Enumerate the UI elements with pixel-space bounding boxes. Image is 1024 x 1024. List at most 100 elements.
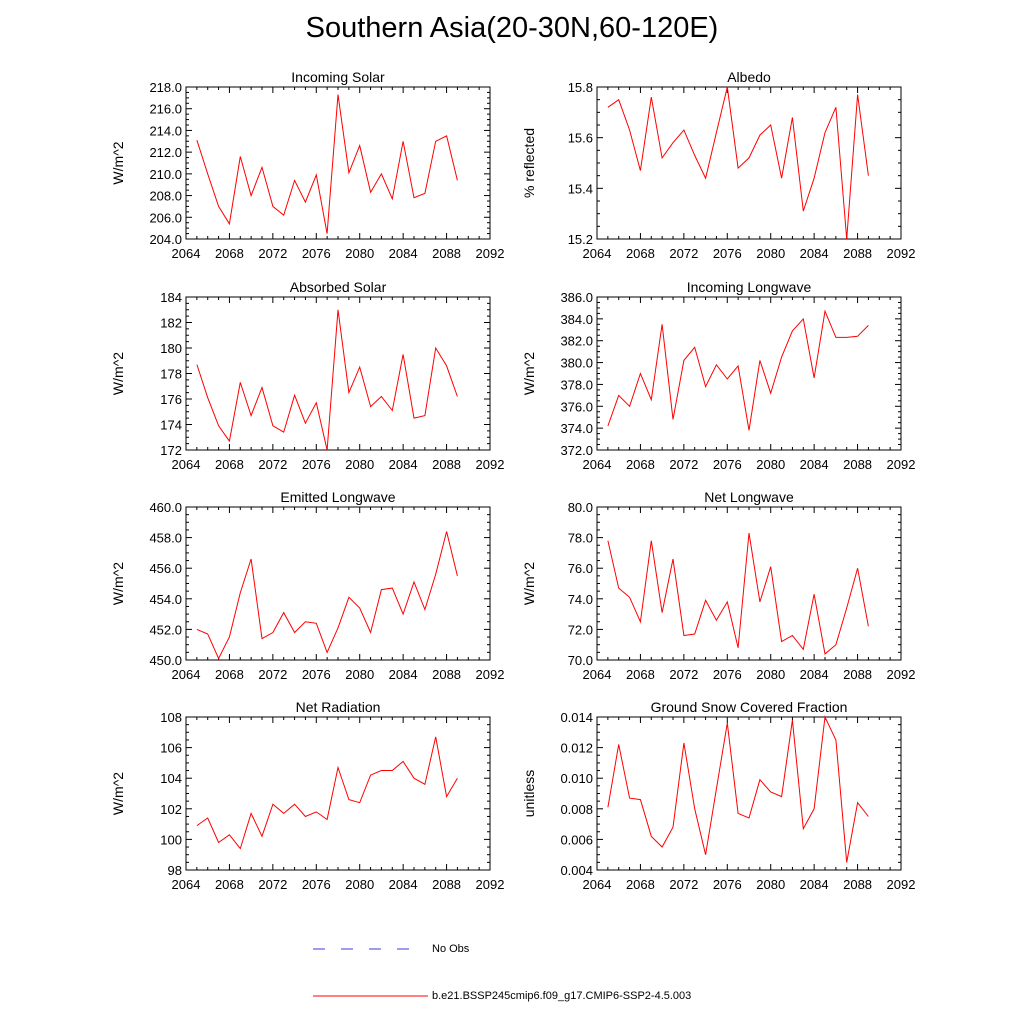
x-tick-label: 2088 (432, 246, 461, 261)
y-tick-label: 214.0 (149, 123, 182, 138)
x-tick-label: 2092 (476, 667, 505, 682)
x-tick-label: 2072 (258, 667, 287, 682)
y-tick-label: 106 (160, 741, 182, 756)
y-tick-label: 454.0 (149, 592, 182, 607)
x-tick-label: 2080 (345, 877, 374, 892)
y-axis-label: W/m^2 (110, 772, 126, 815)
y-tick-label: 0.008 (560, 802, 593, 817)
y-tick-label: 212.0 (149, 145, 182, 160)
x-tick-label: 2064 (583, 877, 612, 892)
series-line-0 (196, 94, 458, 234)
x-tick-label: 2088 (843, 667, 872, 682)
x-tick-label: 2076 (713, 246, 742, 261)
y-tick-label: 102 (160, 802, 182, 817)
y-tick-label: 104 (160, 771, 182, 786)
series-line-0 (196, 309, 458, 451)
x-tick-label: 2084 (800, 246, 829, 261)
y-tick-label: 74.0 (568, 592, 593, 607)
y-tick-label: 176 (160, 392, 182, 407)
x-tick-label: 2084 (389, 877, 418, 892)
x-tick-label: 2072 (669, 457, 698, 472)
y-tick-label: 378.0 (560, 377, 593, 392)
x-tick-label: 2088 (843, 246, 872, 261)
y-tick-label: 460.0 (149, 500, 182, 515)
x-tick-label: 2092 (476, 877, 505, 892)
x-tick-label: 2080 (756, 877, 785, 892)
x-tick-label: 2072 (669, 667, 698, 682)
x-tick-label: 2080 (345, 667, 374, 682)
y-tick-label: 458.0 (149, 531, 182, 546)
x-tick-label: 2072 (258, 457, 287, 472)
y-tick-label: 80.0 (568, 500, 593, 515)
y-tick-label: 182 (160, 316, 182, 331)
x-tick-label: 2076 (302, 246, 331, 261)
y-tick-label: 218.0 (149, 80, 182, 95)
x-tick-label: 2068 (626, 246, 655, 261)
chart-title: Ground Snow Covered Fraction (651, 699, 848, 715)
x-tick-label: 2068 (215, 246, 244, 261)
y-tick-label: 376.0 (560, 399, 593, 414)
legend-obs-label: No Obs (432, 943, 470, 955)
x-tick-label: 2064 (172, 877, 201, 892)
x-tick-label: 2080 (345, 246, 374, 261)
x-tick-label: 2072 (669, 246, 698, 261)
y-axis-label: W/m^2 (110, 562, 126, 605)
x-tick-label: 2076 (713, 667, 742, 682)
x-tick-label: 2064 (583, 457, 612, 472)
y-tick-label: 456.0 (149, 561, 182, 576)
x-tick-label: 2084 (389, 457, 418, 472)
chart-title: Net Longwave (704, 489, 794, 505)
y-tick-label: 374.0 (560, 421, 593, 436)
chart-title: Emitted Longwave (280, 489, 395, 505)
page-title: Southern Asia(20-30N,60-120E) (305, 12, 719, 44)
series-line-0 (607, 532, 869, 655)
chart-title: Albedo (727, 69, 771, 85)
x-tick-label: 2088 (843, 877, 872, 892)
y-tick-label: 15.4 (568, 181, 593, 196)
x-tick-label: 2092 (887, 877, 916, 892)
y-tick-label: 70.0 (568, 653, 593, 668)
series-line-0 (607, 309, 869, 431)
x-tick-label: 2084 (800, 877, 829, 892)
y-tick-label: 372.0 (560, 443, 593, 458)
y-tick-label: 98 (168, 863, 182, 878)
y-tick-label: 0.012 (560, 741, 593, 756)
x-tick-label: 2068 (626, 877, 655, 892)
y-tick-label: 108 (160, 710, 182, 725)
series-line-0 (607, 715, 869, 863)
x-tick-label: 2068 (215, 667, 244, 682)
x-tick-label: 2092 (476, 246, 505, 261)
y-tick-label: 450.0 (149, 653, 182, 668)
x-tick-label: 2080 (345, 457, 374, 472)
y-tick-label: 78.0 (568, 531, 593, 546)
y-axis-label: W/m^2 (110, 141, 126, 184)
y-tick-label: 15.2 (568, 232, 593, 247)
y-tick-label: 210.0 (149, 167, 182, 182)
y-tick-label: 15.6 (568, 131, 593, 146)
x-tick-label: 2068 (215, 457, 244, 472)
y-tick-label: 0.006 (560, 832, 593, 847)
y-tick-label: 216.0 (149, 102, 182, 117)
y-tick-label: 382.0 (560, 334, 593, 349)
x-tick-label: 2088 (432, 457, 461, 472)
chart-5: Net Longwave W/m^2 2064 2068 2072 2076 2080 208… (521, 489, 915, 682)
y-tick-label: 208.0 (149, 189, 182, 204)
x-tick-label: 2088 (432, 667, 461, 682)
y-axis-label: W/m^2 (521, 562, 537, 605)
y-tick-label: 76.0 (568, 561, 593, 576)
y-tick-label: 386.0 (560, 290, 593, 305)
y-tick-label: 206.0 (149, 210, 182, 225)
x-tick-label: 2064 (172, 246, 201, 261)
y-tick-label: 172 (160, 443, 182, 458)
x-tick-label: 2092 (887, 457, 916, 472)
x-tick-label: 2076 (302, 457, 331, 472)
x-tick-label: 2064 (583, 667, 612, 682)
x-tick-label: 2084 (389, 246, 418, 261)
chart-4: Emitted Longwave W/m^2 2064 2068 2072 2076 208… (110, 489, 504, 682)
x-tick-label: 2064 (172, 667, 201, 682)
x-tick-label: 2068 (626, 667, 655, 682)
y-tick-label: 15.8 (568, 80, 593, 95)
x-tick-label: 2072 (258, 246, 287, 261)
x-tick-label: 2076 (713, 457, 742, 472)
